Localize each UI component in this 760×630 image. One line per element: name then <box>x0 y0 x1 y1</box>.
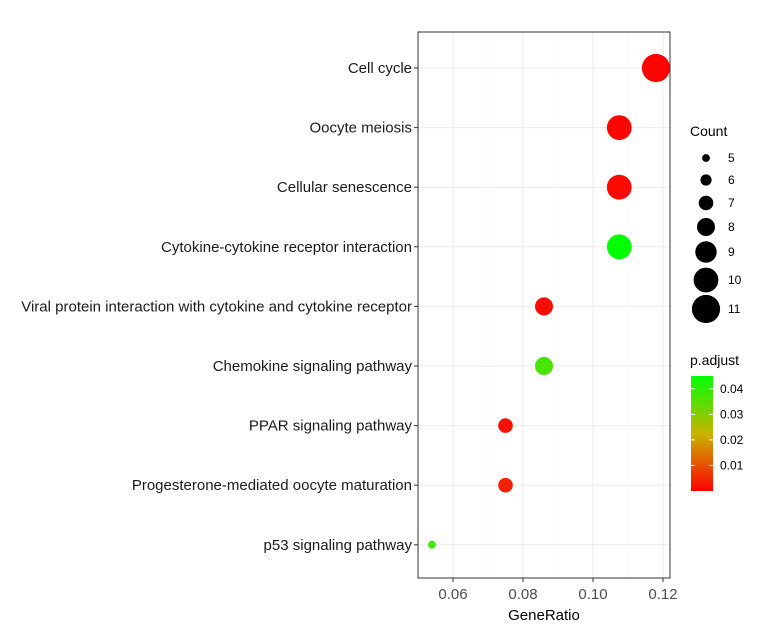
y-tick-label: Chemokine signaling pathway <box>213 358 413 375</box>
count-legend-key <box>695 241 717 263</box>
count-legend-key <box>700 174 712 186</box>
count-legend-label: 5 <box>728 151 735 165</box>
y-tick-label: p53 signaling pathway <box>264 537 413 554</box>
data-point <box>498 477 513 493</box>
y-tick-label: Cytokine-cytokine receptor interaction <box>161 239 412 256</box>
x-tick-label: 0.10 <box>578 586 607 603</box>
count-legend: Count 5 6 7 8 9 10 11 <box>690 123 742 324</box>
count-legend-key <box>698 195 714 211</box>
data-point <box>606 115 632 140</box>
y-tick-label: Progesterone-mediated oocyte maturation <box>132 477 412 494</box>
count-legend-key <box>693 267 719 293</box>
y-tick-label: Cell cycle <box>348 60 412 77</box>
count-legend-label: 7 <box>728 196 735 210</box>
count-legend-label: 9 <box>728 245 735 259</box>
count-legend-key <box>702 154 710 162</box>
y-tick-label: PPAR signaling pathway <box>249 418 413 435</box>
data-point <box>535 297 553 316</box>
y-tick-label: Cellular senescence <box>277 179 412 196</box>
p-adjust-legend-title: p.adjust <box>690 352 739 368</box>
p-adjust-legend: p.adjust 0.01 0.02 0.03 0.04 <box>690 352 744 491</box>
category-labels: Cell cycle Oocyte meiosis Cellular senesce… <box>21 60 418 554</box>
x-axis-title: GeneRatio <box>508 607 580 624</box>
data-points <box>428 53 671 549</box>
count-legend-title: Count <box>690 123 727 139</box>
plot-panel-border <box>417 31 671 579</box>
count-legend-label: 11 <box>728 302 741 316</box>
p-adjust-legend-label: 0.03 <box>720 407 744 421</box>
p-adjust-legend-label: 0.04 <box>720 382 744 396</box>
data-point <box>428 540 436 549</box>
y-tick-label: Oocyte meiosis <box>309 120 412 137</box>
x-tick-label: 0.12 <box>648 586 677 603</box>
count-legend-label: 8 <box>728 220 735 234</box>
x-tick-label: 0.06 <box>438 586 467 603</box>
count-legend-key <box>691 294 721 324</box>
data-point <box>498 418 513 433</box>
p-adjust-colorbar <box>691 376 713 491</box>
data-point <box>535 357 553 375</box>
p-adjust-legend-label: 0.02 <box>720 433 744 447</box>
data-point <box>606 174 632 200</box>
x-axis: 0.06 0.08 0.10 0.12 <box>438 578 678 603</box>
count-legend-label: 10 <box>728 273 742 287</box>
count-legend-key <box>697 218 715 236</box>
p-adjust-legend-label: 0.01 <box>720 458 744 472</box>
x-tick-label: 0.08 <box>508 586 537 603</box>
count-legend-label: 6 <box>728 173 735 187</box>
y-tick-label: Viral protein interaction with cytokine … <box>21 298 412 315</box>
data-point <box>641 53 671 83</box>
data-point <box>606 234 632 260</box>
